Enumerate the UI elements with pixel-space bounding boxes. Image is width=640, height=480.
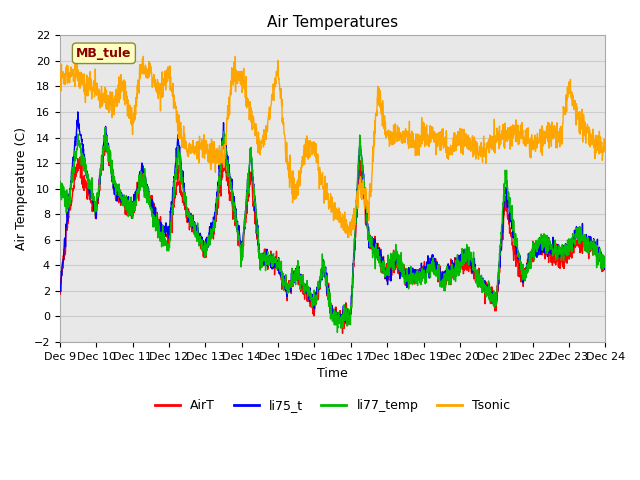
Text: MB_tule: MB_tule bbox=[76, 47, 132, 60]
Y-axis label: Air Temperature (C): Air Temperature (C) bbox=[15, 127, 28, 250]
Legend: AirT, li75_t, li77_temp, Tsonic: AirT, li75_t, li77_temp, Tsonic bbox=[150, 394, 515, 417]
X-axis label: Time: Time bbox=[317, 367, 348, 380]
Title: Air Temperatures: Air Temperatures bbox=[267, 15, 398, 30]
